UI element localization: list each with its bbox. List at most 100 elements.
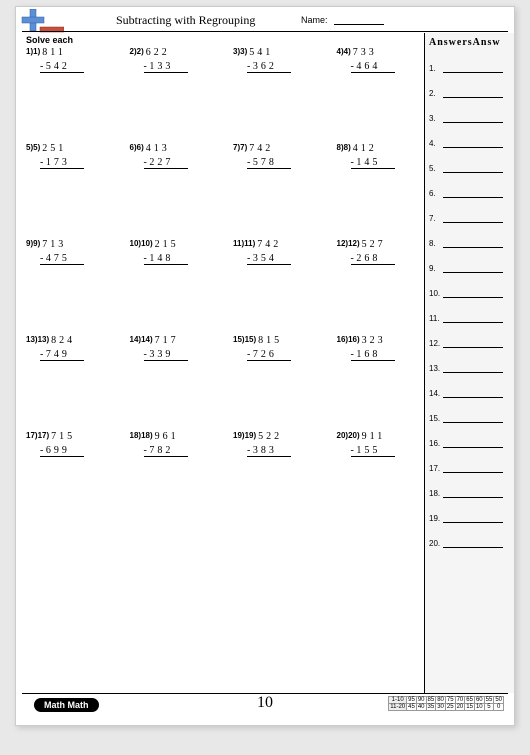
- score-cell: 75: [445, 697, 455, 704]
- subtrahend: - 168: [351, 349, 395, 361]
- problem: 7)7)742- 578: [233, 143, 313, 169]
- minuend: 323: [362, 335, 386, 346]
- header-divider: [22, 31, 508, 32]
- answer-number: 6.: [429, 189, 443, 198]
- problem-number: 15)15): [233, 335, 256, 344]
- problem-row: 5)5)251- 1736)6)413- 2277)7)742- 5788)8)…: [26, 143, 416, 169]
- score-cell: 60: [474, 697, 484, 704]
- problem-row: 13)13)824- 74914)14)717- 33915)15)815- 7…: [26, 335, 416, 361]
- minuend: 527: [362, 239, 386, 250]
- answer-blank: [443, 322, 503, 323]
- problem-number: 16)16): [337, 335, 360, 344]
- footer: Math Math 10 1-109590858075706560555011-…: [22, 693, 508, 717]
- answer-number: 14.: [429, 389, 443, 398]
- minuend: 413: [146, 143, 170, 154]
- answer-blank: [443, 222, 503, 223]
- problem: 8)8)412- 145: [337, 143, 417, 169]
- minuend: 215: [155, 239, 179, 250]
- problem: 3)3)541- 362: [233, 47, 313, 73]
- problem: 2)2)622- 133: [130, 47, 210, 73]
- answers-panel: AnswersAnsw 1.2.3.4.5.6.7.8.9.10.11.12.1…: [424, 33, 514, 693]
- minuend: 742: [249, 143, 273, 154]
- minuend: 815: [258, 335, 282, 346]
- minuend: 251: [42, 143, 66, 154]
- score-cell: 55: [484, 697, 494, 704]
- answer-row: 2.: [429, 89, 510, 98]
- solve-label: Solve each: [26, 35, 73, 45]
- problem: 17)17)715- 699: [26, 431, 106, 457]
- score-row: 11-20454035302520151050: [389, 704, 504, 711]
- answer-row: 11.: [429, 314, 510, 323]
- answer-row: 3.: [429, 114, 510, 123]
- score-cell: 85: [426, 697, 436, 704]
- answer-row: 13.: [429, 364, 510, 373]
- minuend: 824: [51, 335, 75, 346]
- subtrahend: - 383: [247, 445, 291, 457]
- problem: 9)9)713- 475: [26, 239, 106, 265]
- subtrahend: - 354: [247, 253, 291, 265]
- problem-number: 12)12): [337, 239, 360, 248]
- answer-blank: [443, 197, 503, 198]
- problem-number: 19)19): [233, 431, 256, 440]
- subtrahend: - 726: [247, 349, 291, 361]
- problem-row: 9)9)713- 47510)10)215- 14811)11)742- 354…: [26, 239, 416, 265]
- answer-row: 19.: [429, 514, 510, 523]
- subtrahend: - 148: [144, 253, 188, 265]
- answer-blank: [443, 522, 503, 523]
- problem-number: 6)6): [130, 143, 144, 152]
- subtrahend: - 464: [351, 61, 395, 73]
- answer-blank: [443, 97, 503, 98]
- problem-number: 13)13): [26, 335, 49, 344]
- answer-blank: [443, 347, 503, 348]
- subtrahend: - 362: [247, 61, 291, 73]
- problem: 20)20)911- 155: [337, 431, 417, 457]
- answer-row: 16.: [429, 439, 510, 448]
- answer-row: 8.: [429, 239, 510, 248]
- subtrahend: - 155: [351, 445, 395, 457]
- answer-row: 4.: [429, 139, 510, 148]
- score-range: 11-20: [389, 704, 407, 711]
- answer-blank: [443, 172, 503, 173]
- answer-number: 19.: [429, 514, 443, 523]
- problem: 19)19)522- 383: [233, 431, 313, 457]
- answer-number: 4.: [429, 139, 443, 148]
- problem: 4)4)733- 464: [337, 47, 417, 73]
- page-number: 10: [257, 694, 273, 712]
- score-row: 1-1095908580757065605550: [389, 697, 504, 704]
- problem: 5)5)251- 173: [26, 143, 106, 169]
- score-cell: 5: [484, 704, 494, 711]
- minuend: 961: [155, 431, 179, 442]
- problem-number: 8)8): [337, 143, 351, 152]
- answer-number: 9.: [429, 264, 443, 273]
- answer-row: 14.: [429, 389, 510, 398]
- answer-row: 9.: [429, 264, 510, 273]
- answer-row: 5.: [429, 164, 510, 173]
- problem: 16)16)323 - 168: [337, 335, 417, 361]
- problem: 15)15)815 - 726: [233, 335, 313, 361]
- answer-number: 15.: [429, 414, 443, 423]
- problem-row: 1)1)811- 5422)2)622- 1333)3)541- 3624)4)…: [26, 47, 416, 73]
- problem: 6)6)413- 227: [130, 143, 210, 169]
- score-cell: 25: [445, 704, 455, 711]
- answer-number: 2.: [429, 89, 443, 98]
- problem-number: 11)11): [233, 239, 255, 248]
- problem-number: 20)20): [337, 431, 360, 440]
- problem-number: 5)5): [26, 143, 40, 152]
- answer-row: 20.: [429, 539, 510, 548]
- answers-title: AnswersAnsw: [429, 37, 510, 48]
- answer-number: 7.: [429, 214, 443, 223]
- name-label: Name:: [301, 15, 328, 25]
- score-cell: 10: [474, 704, 484, 711]
- answer-number: 8.: [429, 239, 443, 248]
- minuend: 733: [353, 47, 377, 58]
- plus-minus-icon: [20, 9, 64, 38]
- answer-blank: [443, 547, 503, 548]
- brand-badge: Math Math: [34, 698, 99, 712]
- answer-number: 12.: [429, 339, 443, 348]
- score-cell: 50: [494, 697, 504, 704]
- subtrahend: - 749: [40, 349, 84, 361]
- score-cell: 0: [494, 704, 504, 711]
- answer-number: 18.: [429, 489, 443, 498]
- problem: 13)13)824 - 749: [26, 335, 106, 361]
- subtrahend: - 578: [247, 157, 291, 169]
